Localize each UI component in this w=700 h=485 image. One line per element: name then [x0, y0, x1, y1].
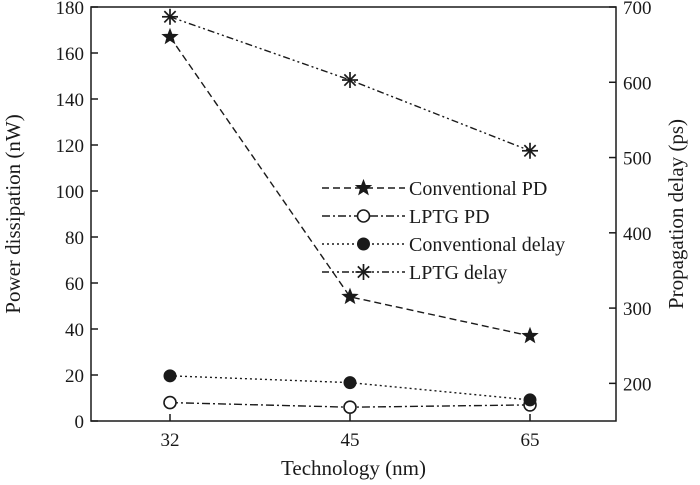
- left-axis-tick-label: 60: [65, 274, 84, 295]
- point-marker-star: [354, 178, 373, 196]
- right-axis-tick-label: 300: [623, 299, 652, 320]
- point-marker-star: [521, 326, 539, 344]
- point-marker-asterisk: [162, 8, 178, 25]
- point-marker-star: [161, 27, 179, 45]
- asterisk-stroke: [163, 10, 177, 24]
- x-axis-tick-label: 32: [161, 430, 180, 451]
- point-marker-filled-circle: [357, 237, 370, 251]
- left-axis-tick-label: 40: [65, 320, 84, 341]
- asterisk-stroke: [523, 144, 537, 158]
- right-axis-tick-label: 400: [623, 224, 652, 245]
- left-axis-tick-label: 0: [75, 412, 85, 433]
- left-axis-tick-label: 20: [65, 366, 84, 387]
- point-marker-open-circle: [163, 395, 177, 410]
- legend-label: Conventional PD: [409, 178, 547, 200]
- left-axis-tick-label: 80: [65, 228, 84, 249]
- left-axis-tick-label: 160: [56, 44, 85, 65]
- asterisk-stroke: [343, 73, 357, 87]
- asterisk-stroke: [357, 265, 370, 279]
- right-axis-tick-label: 200: [623, 374, 652, 395]
- right-axis-label: Propagation delay (ps): [664, 119, 688, 309]
- left-axis-label: Power dissipation (nW): [1, 114, 25, 313]
- legend-label: LPTG delay: [409, 262, 507, 284]
- point-marker-filled-circle: [163, 369, 177, 383]
- series-line: [169, 36, 531, 337]
- legend-label: LPTG PD: [409, 206, 490, 228]
- legend-entry: Conventional delay: [322, 234, 565, 256]
- point-marker-filled-circle: [523, 393, 537, 407]
- series-area: [161, 8, 539, 415]
- point-marker-filled-circle: [343, 376, 357, 390]
- x-axis-tick-label: 65: [521, 430, 540, 451]
- point-marker-star: [341, 287, 359, 305]
- right-axis-tick-label: 500: [623, 149, 652, 170]
- point-marker-asterisk: [355, 264, 372, 280]
- legend-entry: LPTG PD: [322, 206, 490, 228]
- right-axis-tick-label: 700: [623, 0, 652, 19]
- legend-entry: Conventional PD: [322, 178, 547, 200]
- point-marker-open-circle: [343, 400, 357, 415]
- left-axis-tick-label: 180: [56, 0, 85, 19]
- left-axis-tick-label: 140: [56, 90, 85, 111]
- left-axis-tick-label: 120: [56, 136, 85, 157]
- point-marker-asterisk: [522, 142, 538, 159]
- point-marker-open-circle: [356, 209, 371, 223]
- point-marker-asterisk: [342, 72, 358, 89]
- legend: Conventional PD LPTG PD Conventional delay…: [322, 178, 565, 284]
- legend-entry: LPTG delay: [322, 262, 507, 284]
- left-axis-tick-label: 100: [56, 182, 85, 203]
- x-axis-tick-label: 45: [341, 430, 360, 451]
- plot-frame: [90, 6, 617, 422]
- right-axis-tick-label: 600: [623, 73, 652, 94]
- x-axis: 32 45 65: [161, 414, 540, 451]
- left-axis: 0 20 40 60 80 100 120 140 160 180: [56, 0, 98, 433]
- series-conventional-pd: [161, 27, 539, 344]
- series-conventional-delay: [163, 369, 537, 407]
- x-axis-label: Technology (nm): [281, 456, 426, 480]
- legend-label: Conventional delay: [409, 234, 565, 256]
- plot-border: [90, 6, 617, 422]
- series-lptg-pd: [163, 395, 537, 415]
- series-lptg-delay: [162, 8, 538, 159]
- right-axis: 200 300 400 500 600 700: [609, 0, 652, 395]
